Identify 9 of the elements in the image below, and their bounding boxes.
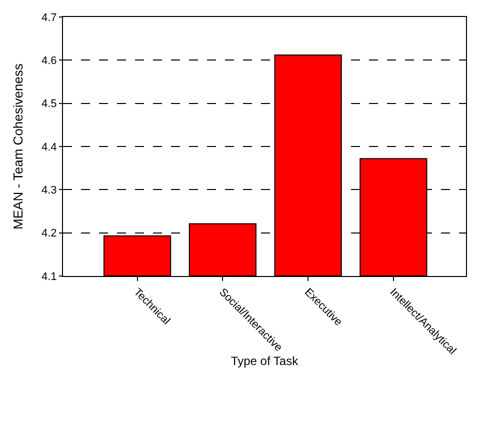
y-axis-title: MEAN - Team Cohesiveness [10, 63, 26, 230]
y-tick-label: 4.2 [42, 228, 57, 240]
y-tick-label: 4.7 [42, 12, 57, 24]
x-axis-title: Type of Task [230, 354, 300, 368]
y-tick-label: 4.1 [42, 270, 57, 283]
y-tick-label: 4.5 [42, 98, 57, 110]
y-tick-label: 4.3 [42, 184, 57, 197]
y-tick-label: 4.6 [42, 55, 57, 68]
y-tick-label: 4.4 [42, 141, 57, 154]
